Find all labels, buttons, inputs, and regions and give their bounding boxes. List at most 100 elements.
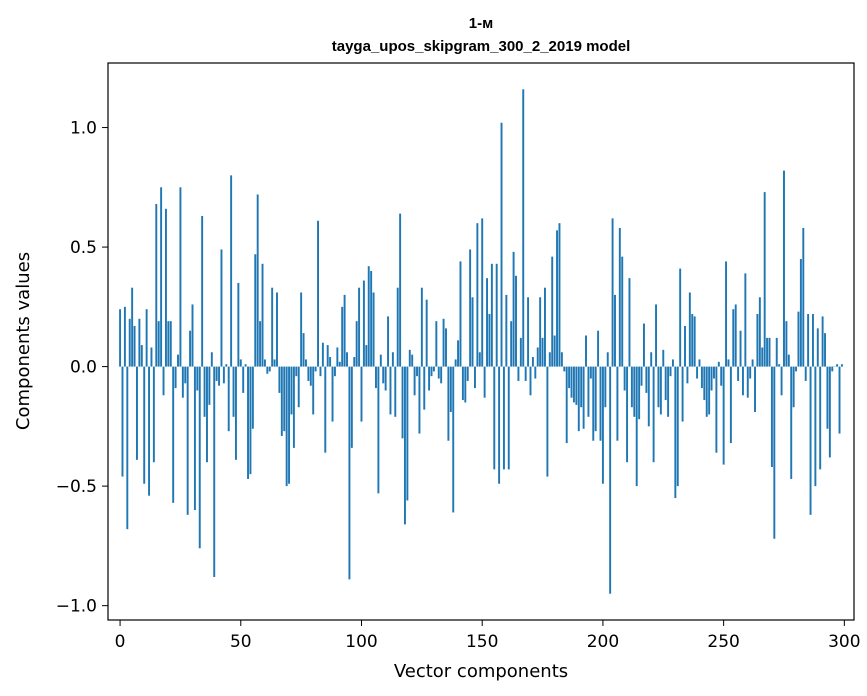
bar-170 [529, 366, 532, 396]
bar-152 [486, 278, 488, 367]
x-tick-label-250: 250 [707, 632, 739, 652]
bar-98 [355, 321, 358, 367]
bar-177 [546, 366, 549, 477]
bar-43 [222, 366, 225, 384]
bar-29 [189, 330, 192, 367]
bar-69 [285, 366, 288, 487]
bar-194 [587, 366, 590, 417]
bar-197 [594, 366, 597, 432]
bar-107 [377, 366, 380, 494]
bar-50 [239, 359, 242, 367]
bar-161 [507, 366, 510, 470]
bar-215 [638, 366, 641, 420]
bar-115 [396, 287, 399, 367]
x-tick-label-300: 300 [828, 632, 860, 652]
bar-266 [761, 347, 764, 367]
bar-195 [589, 366, 592, 379]
bar-122 [413, 366, 416, 396]
bar-72 [292, 366, 295, 448]
bar-34 [201, 216, 204, 367]
bar-225 [662, 349, 665, 367]
bar-22 [172, 366, 175, 503]
bar-143 [464, 366, 467, 403]
bar-36 [206, 366, 208, 463]
bar-149 [478, 352, 481, 367]
chart-title-line2: tayga_upos_skipgram_300_2_2019 model [332, 38, 631, 55]
bar-142 [461, 366, 464, 401]
bar-37 [208, 366, 211, 405]
bar-271 [773, 366, 776, 539]
bar-56 [254, 254, 257, 367]
bar-248 [717, 361, 720, 367]
bar-44 [225, 364, 228, 367]
bar-230 [674, 366, 677, 499]
bar-269 [768, 337, 771, 367]
y-tick-label-0: −1.0 [56, 597, 97, 617]
bar-204 [611, 218, 614, 367]
bar-162 [510, 321, 513, 367]
chart-title-line1: 1-м [469, 15, 493, 32]
bar-242 [703, 366, 706, 401]
bar-196 [592, 366, 595, 441]
bar-101 [362, 280, 365, 367]
bar-42 [220, 249, 223, 367]
bar-148 [476, 223, 479, 367]
bar-52 [244, 364, 247, 367]
bar-235 [686, 366, 689, 384]
bar-278 [790, 366, 793, 479]
bar-58 [259, 321, 262, 367]
bar-18 [162, 366, 165, 396]
bar-86 [326, 345, 329, 367]
bar-168 [524, 366, 527, 381]
bar-205 [614, 294, 616, 367]
bar-7 [136, 366, 138, 460]
bar-70 [288, 366, 291, 484]
bar-71 [290, 366, 293, 415]
bar-222 [655, 304, 657, 367]
bar-232 [679, 268, 682, 367]
bar-224 [659, 366, 662, 415]
bar-292 [824, 333, 826, 367]
bar-9 [140, 345, 143, 367]
bar-198 [597, 330, 600, 367]
bar-158 [500, 122, 503, 367]
bar-118 [403, 366, 406, 525]
bar-67 [280, 366, 283, 436]
bar-82 [317, 220, 319, 367]
bar-160 [505, 294, 508, 367]
bar-57 [256, 194, 259, 367]
bar-139 [454, 359, 457, 367]
bar-236 [688, 292, 691, 367]
bar-93 [343, 294, 346, 367]
bar-182 [558, 223, 561, 367]
bar-5 [131, 287, 134, 367]
bar-140 [457, 340, 460, 367]
bar-254 [732, 309, 735, 367]
bar-206 [616, 366, 619, 441]
bar-4 [128, 318, 131, 367]
bar-49 [237, 282, 240, 367]
bar-38 [210, 352, 213, 367]
bar-252 [727, 359, 730, 367]
bar-210 [626, 366, 629, 463]
bar-91 [338, 361, 341, 367]
bar-226 [664, 366, 667, 401]
bar-75 [300, 292, 303, 367]
bar-109 [382, 366, 385, 384]
bar-289 [816, 328, 819, 367]
bar-218 [645, 366, 648, 393]
x-tick-label-150: 150 [466, 632, 498, 652]
bar-169 [527, 297, 530, 367]
bar-77 [305, 359, 307, 367]
bar-8 [138, 318, 141, 367]
bar-78 [307, 366, 310, 381]
bar-201 [604, 366, 607, 408]
bar-231 [676, 366, 679, 487]
bar-31 [193, 366, 196, 511]
bar-241 [700, 366, 703, 389]
bar-35 [203, 366, 206, 417]
bar-127 [425, 299, 428, 367]
bar-63 [271, 287, 274, 367]
bar-113 [391, 352, 394, 367]
